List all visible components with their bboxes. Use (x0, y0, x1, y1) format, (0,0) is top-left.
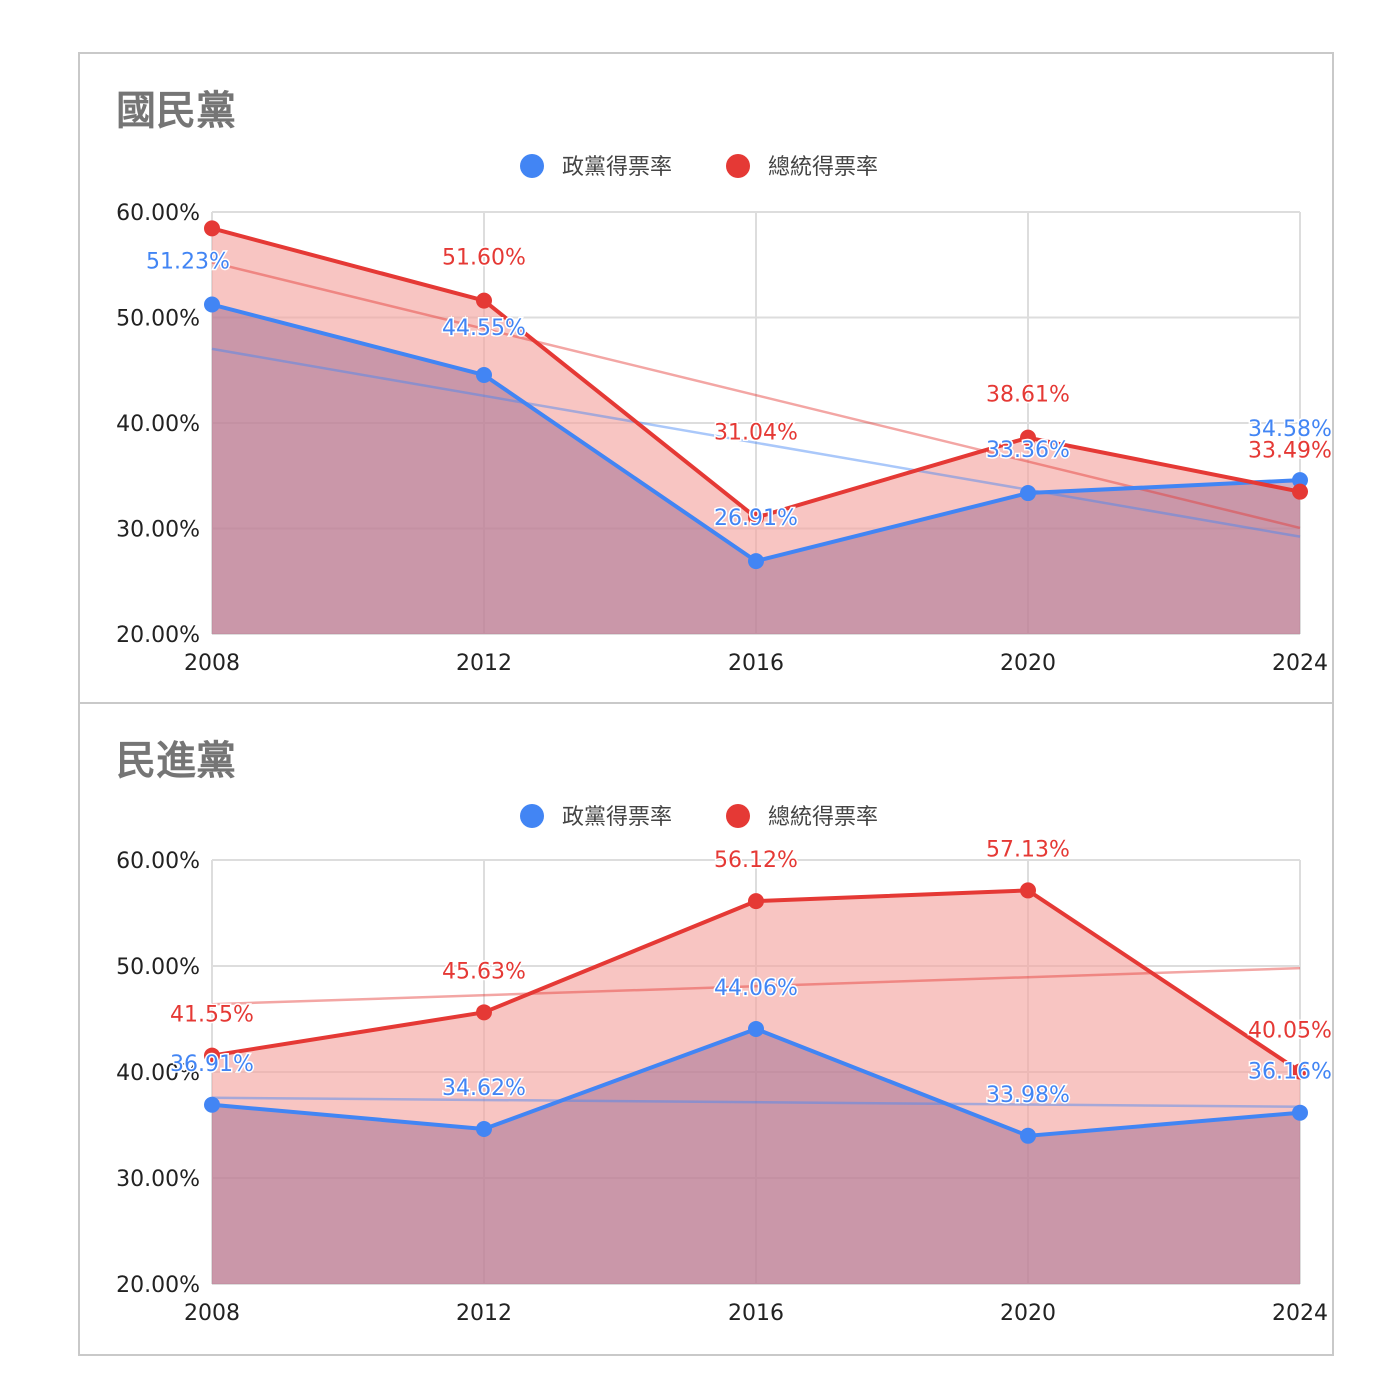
data-label: 38.61% (986, 383, 1070, 408)
y-tick-label: 40.00% (116, 412, 200, 437)
area-party (212, 304, 1300, 634)
x-tick-label: 2020 (1000, 651, 1056, 676)
x-tick-label: 2012 (456, 1301, 512, 1326)
data-point (748, 893, 764, 910)
data-point (1292, 472, 1308, 489)
y-tick-label: 30.00% (116, 1167, 200, 1192)
data-point (476, 366, 492, 383)
x-tick-label: 2024 (1272, 1301, 1328, 1326)
x-tick-label: 2008 (184, 651, 240, 676)
dpp-chart-panel: 民進黨政黨得票率 總統得票率 20.00% 30.00% 40.00% 50.00% 60.… (78, 702, 1334, 1356)
area-party (212, 1028, 1300, 1284)
x-tick-label: 2016 (728, 1301, 784, 1326)
data-point (1020, 429, 1036, 446)
data-point (1292, 483, 1308, 500)
legend-marker (726, 804, 750, 828)
data-label: 33.49% (1248, 439, 1332, 464)
x-tick-label: 2020 (1000, 1301, 1056, 1326)
data-point (1292, 1063, 1308, 1080)
data-label: 45.63% (442, 959, 526, 984)
legend-marker (520, 154, 544, 178)
data-label: 51.23% (146, 250, 230, 275)
legend-label: 總統得票率 (768, 805, 878, 830)
data-point (748, 1020, 764, 1037)
data-point (748, 509, 764, 526)
x-tick-label: 2016 (728, 651, 784, 676)
data-label: 40.05% (1248, 1018, 1332, 1043)
data-label: 41.55% (170, 1003, 254, 1028)
data-point (476, 1004, 492, 1021)
trendline-president (211, 261, 1301, 530)
data-label: 31.04% (714, 421, 798, 446)
data-point (204, 1096, 220, 1113)
data-point (476, 292, 492, 309)
data-point (204, 220, 220, 237)
legend-label: 總統得票率 (768, 155, 878, 180)
y-tick-label: 20.00% (116, 623, 200, 648)
y-tick-label: 50.00% (116, 307, 200, 332)
legend-label: 政黨得票率 (562, 805, 672, 830)
data-label: 26.91% (714, 506, 798, 531)
chart-title: 民進黨 (116, 738, 236, 784)
data-label: 33.98% (986, 1083, 1070, 1108)
trendline-president (211, 966, 1301, 1006)
x-tick-label: 2012 (456, 651, 512, 676)
legend-label: 政黨得票率 (562, 155, 672, 180)
legend-marker (520, 804, 544, 828)
data-label: 36.91% (170, 1052, 254, 1077)
y-tick-label: 30.00% (116, 518, 200, 543)
legend: 政黨得票率 總統得票率 (520, 804, 878, 830)
data-label: 34.62% (442, 1076, 526, 1101)
legend: 政黨得票率 總統得票率 (520, 154, 878, 180)
chart-title: 國民黨 (116, 88, 236, 134)
data-label: 51.60% (442, 246, 526, 271)
x-tick-label: 2024 (1272, 651, 1328, 676)
data-label: 44.55% (442, 316, 526, 341)
data-point (1020, 882, 1036, 899)
data-point (1020, 485, 1036, 502)
data-label: 56.12% (714, 848, 798, 873)
data-point (476, 1121, 492, 1138)
y-tick-label: 40.00% (116, 1061, 200, 1086)
data-point (204, 296, 220, 313)
legend-marker (726, 154, 750, 178)
data-label: 36.16% (1248, 1060, 1332, 1085)
data-label: 34.58% (1248, 417, 1332, 442)
x-tick-label: 2008 (184, 1301, 240, 1326)
data-point (204, 1047, 220, 1064)
trendline-party (211, 1096, 1301, 1109)
data-point (748, 553, 764, 570)
data-label: 44.06% (714, 976, 798, 1001)
y-tick-label: 60.00% (116, 201, 200, 226)
data-point (1292, 1104, 1308, 1121)
kmt-chart-panel: 國民黨政黨得票率 總統得票率 20.00% 30.00% 40.00% 50.00% 60.… (78, 52, 1334, 704)
trendline-party (211, 347, 1301, 538)
data-point (1020, 1127, 1036, 1144)
y-tick-label: 60.00% (116, 849, 200, 874)
data-label: 57.13% (986, 837, 1070, 862)
y-tick-label: 20.00% (116, 1273, 200, 1298)
data-label: 33.36% (986, 438, 1070, 463)
y-tick-label: 50.00% (116, 955, 200, 980)
